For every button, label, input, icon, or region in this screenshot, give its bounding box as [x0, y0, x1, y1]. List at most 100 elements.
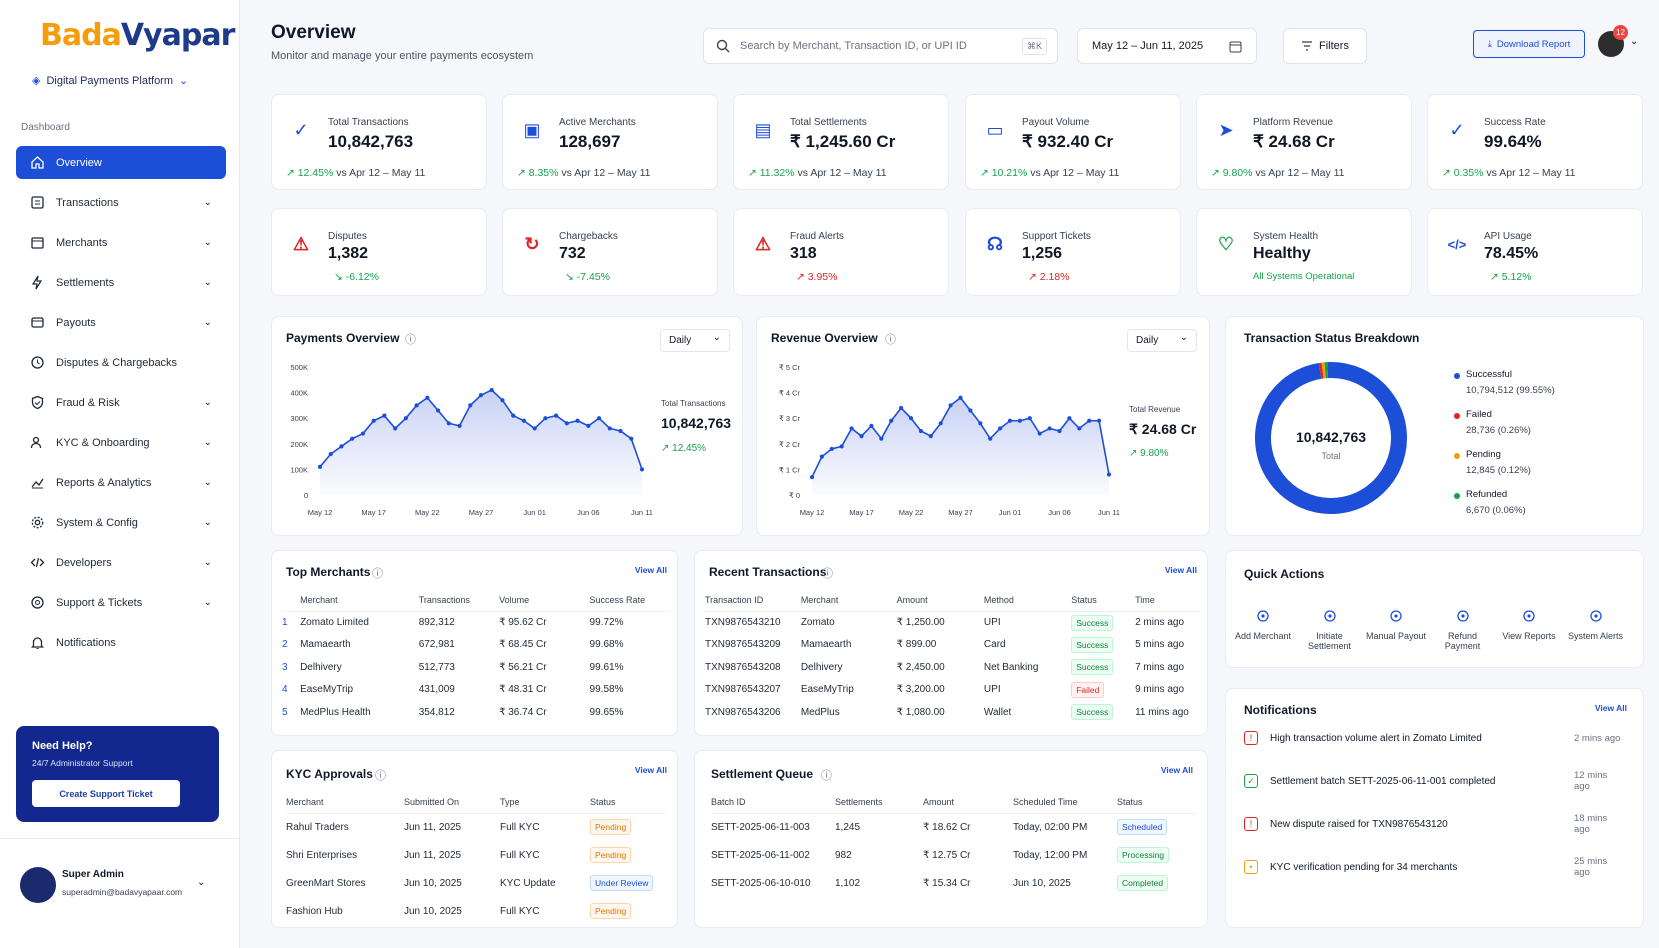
download-report-button[interactable]: ⤓ Download Report: [1473, 30, 1585, 58]
notification-item[interactable]: ! New dispute raised for TXN9876543120 18 …: [1244, 813, 1624, 835]
data-point[interactable]: [532, 426, 537, 431]
data-point[interactable]: [446, 421, 451, 426]
data-point[interactable]: [948, 403, 953, 408]
data-point[interactable]: [575, 418, 580, 423]
sidebar-item-disputes-chargebacks[interactable]: Disputes & Chargebacks: [16, 346, 226, 379]
data-point[interactable]: [360, 431, 366, 436]
table-row[interactable]: 2 Mamaearth 672,981 ₹ 68.45 Cr 99.68%: [282, 634, 670, 657]
data-point[interactable]: [988, 436, 993, 441]
kpi-card[interactable]: </> API Usage 78.45% ↗ 5.12%: [1427, 208, 1643, 296]
data-point[interactable]: [371, 418, 376, 423]
sidebar-item-fraud-risk[interactable]: Fraud & Risk ⌄: [16, 386, 226, 419]
data-point[interactable]: [1017, 418, 1022, 423]
data-point[interactable]: [639, 467, 645, 472]
kpi-card[interactable]: ▤ Total Settlements ₹ 1,245.60 Cr ↗ 11.32% …: [733, 94, 949, 190]
data-point[interactable]: [1037, 431, 1042, 436]
table-row[interactable]: 3 Delhivery 512,773 ₹ 56.21 Cr 99.61%: [282, 656, 670, 679]
table-row[interactable]: TXN9876543209 Mamaearth ₹ 899.00 Card Succes…: [705, 634, 1199, 657]
kpi-card[interactable]: ⚠ Fraud Alerts 318 ↗ 3.95%: [733, 208, 949, 296]
sidebar-item-settlements[interactable]: Settlements ⌄: [16, 266, 226, 299]
data-point[interactable]: [618, 428, 623, 434]
data-point[interactable]: [629, 436, 634, 441]
info-icon[interactable]: ⓘ: [375, 770, 386, 782]
chevron-down-icon[interactable]: ⌄: [1630, 36, 1639, 47]
notification-item[interactable]: ! High transaction volume alert in Zomato…: [1244, 731, 1624, 745]
kpi-card[interactable]: ✓ Total Transactions 10,842,763 ↗ 12.45% vs…: [271, 94, 487, 190]
data-point[interactable]: [1007, 418, 1013, 423]
period-select[interactable]: Daily: [1127, 329, 1197, 352]
view-all-link[interactable]: View All: [1594, 703, 1627, 713]
view-all-link[interactable]: View All: [1160, 765, 1193, 775]
data-point[interactable]: [928, 434, 933, 439]
data-point[interactable]: [869, 423, 874, 428]
data-point[interactable]: [839, 444, 844, 449]
data-point[interactable]: [1047, 426, 1052, 431]
table-row[interactable]: SETT-2025-06-11-002 982 ₹ 12.75 Cr Today, 1…: [711, 841, 1195, 869]
kpi-card[interactable]: ↻ Chargebacks 732 ↘ -7.45%: [502, 208, 718, 296]
table-row[interactable]: TXN9876543208 Delhivery ₹ 2,450.00 Net Bank…: [705, 656, 1199, 679]
info-icon[interactable]: ⓘ: [885, 334, 896, 346]
data-point[interactable]: [829, 446, 834, 452]
info-icon[interactable]: ⓘ: [405, 334, 416, 346]
table-row[interactable]: SETT-2025-06-10-010 1,102 ₹ 15.34 Cr Jun 10…: [711, 869, 1195, 897]
data-point[interactable]: [889, 418, 894, 423]
create-ticket-button[interactable]: Create Support Ticket: [32, 780, 180, 807]
quick-action-manual-payout[interactable]: Manual Payout: [1363, 609, 1429, 641]
data-point[interactable]: [425, 395, 430, 400]
data-point[interactable]: [382, 413, 387, 418]
data-point[interactable]: [596, 416, 602, 421]
table-row[interactable]: 4 EaseMyTrip 431,009 ₹ 48.31 Cr 99.58%: [282, 679, 670, 702]
data-point[interactable]: [328, 451, 333, 457]
period-select[interactable]: Daily: [660, 329, 730, 352]
data-point[interactable]: [1087, 418, 1092, 423]
platform-switcher[interactable]: ◈ Digital Payments Platform ⌄: [32, 74, 188, 88]
data-point[interactable]: [1097, 418, 1102, 423]
view-all-link[interactable]: View All: [634, 765, 667, 775]
data-point[interactable]: [938, 421, 943, 426]
date-range-picker[interactable]: May 12 – Jun 11, 2025: [1077, 28, 1257, 64]
data-point[interactable]: [849, 426, 854, 431]
data-point[interactable]: [968, 408, 973, 413]
brand-logo[interactable]: BadaVyapar: [40, 18, 235, 53]
table-row[interactable]: SETT-2025-06-11-003 1,245 ₹ 18.62 Cr Today,…: [711, 813, 1195, 841]
table-row[interactable]: GreenMart Stores Jun 10, 2025 KYC Update Un…: [286, 869, 666, 897]
data-point[interactable]: [414, 403, 419, 408]
data-point[interactable]: [403, 416, 408, 421]
quick-action-add-merchant[interactable]: Add Merchant: [1230, 609, 1296, 641]
data-point[interactable]: [489, 387, 494, 393]
filters-button[interactable]: Filters: [1283, 28, 1367, 64]
sidebar-item-developers[interactable]: Developers ⌄: [16, 546, 226, 579]
table-row[interactable]: 5 MedPlus Health 354,812 ₹ 36.74 Cr 99.65%: [282, 701, 670, 724]
quick-action-system-alerts[interactable]: System Alerts: [1563, 609, 1629, 641]
table-row[interactable]: Fashion Hub Jun 10, 2025 Full KYC Pending: [286, 897, 666, 925]
data-point[interactable]: [819, 454, 824, 459]
kpi-card[interactable]: ⚠ Disputes 1,382 ↘ -6.12%: [271, 208, 487, 296]
view-all-link[interactable]: View All: [1164, 565, 1197, 575]
kpi-card[interactable]: ✓ Success Rate 99.64% ↗ 0.35% vs Apr 12 – M…: [1427, 94, 1643, 190]
search-input[interactable]: Search by Merchant, Transaction ID, or U…: [703, 28, 1058, 64]
data-point[interactable]: [468, 403, 473, 408]
notification-item[interactable]: • KYC verification pending for 34 merchan…: [1244, 856, 1624, 878]
data-point[interactable]: [393, 426, 398, 431]
user-profile[interactable]: Super Admin superadmin@badavyapaar.com ⌄: [0, 838, 240, 948]
table-row[interactable]: TXN9876543206 MedPlus ₹ 1,080.00 Wallet Succ…: [705, 701, 1199, 724]
info-icon[interactable]: ⓘ: [821, 770, 832, 782]
sidebar-item-support-tickets[interactable]: Support & Tickets ⌄: [16, 586, 226, 619]
table-row[interactable]: TXN9876543207 EaseMyTrip ₹ 3,200.00 UPI Fail…: [705, 679, 1199, 702]
sidebar-item-merchants[interactable]: Merchants ⌄: [16, 226, 226, 259]
data-point[interactable]: [317, 464, 323, 469]
data-point[interactable]: [978, 421, 983, 426]
sidebar-item-kyc-onboarding[interactable]: KYC & Onboarding ⌄: [16, 426, 226, 459]
kpi-card[interactable]: ▣ Active Merchants 128,697 ↗ 8.35% vs Apr 1…: [502, 94, 718, 190]
data-point[interactable]: [1106, 472, 1112, 477]
data-point[interactable]: [511, 413, 516, 418]
data-point[interactable]: [859, 434, 864, 439]
notification-item[interactable]: ✓ Settlement batch SETT-2025-06-11-001 co…: [1244, 770, 1624, 792]
data-point[interactable]: [998, 426, 1003, 431]
data-point[interactable]: [1077, 426, 1082, 431]
data-point[interactable]: [435, 408, 441, 413]
data-point[interactable]: [809, 474, 815, 480]
table-row[interactable]: Rahul Traders Jun 11, 2025 Full KYC Pending: [286, 813, 666, 841]
data-point[interactable]: [879, 436, 884, 441]
kpi-card[interactable]: ▭ Payout Volume ₹ 932.40 Cr ↗ 10.21% vs Apr…: [965, 94, 1181, 190]
